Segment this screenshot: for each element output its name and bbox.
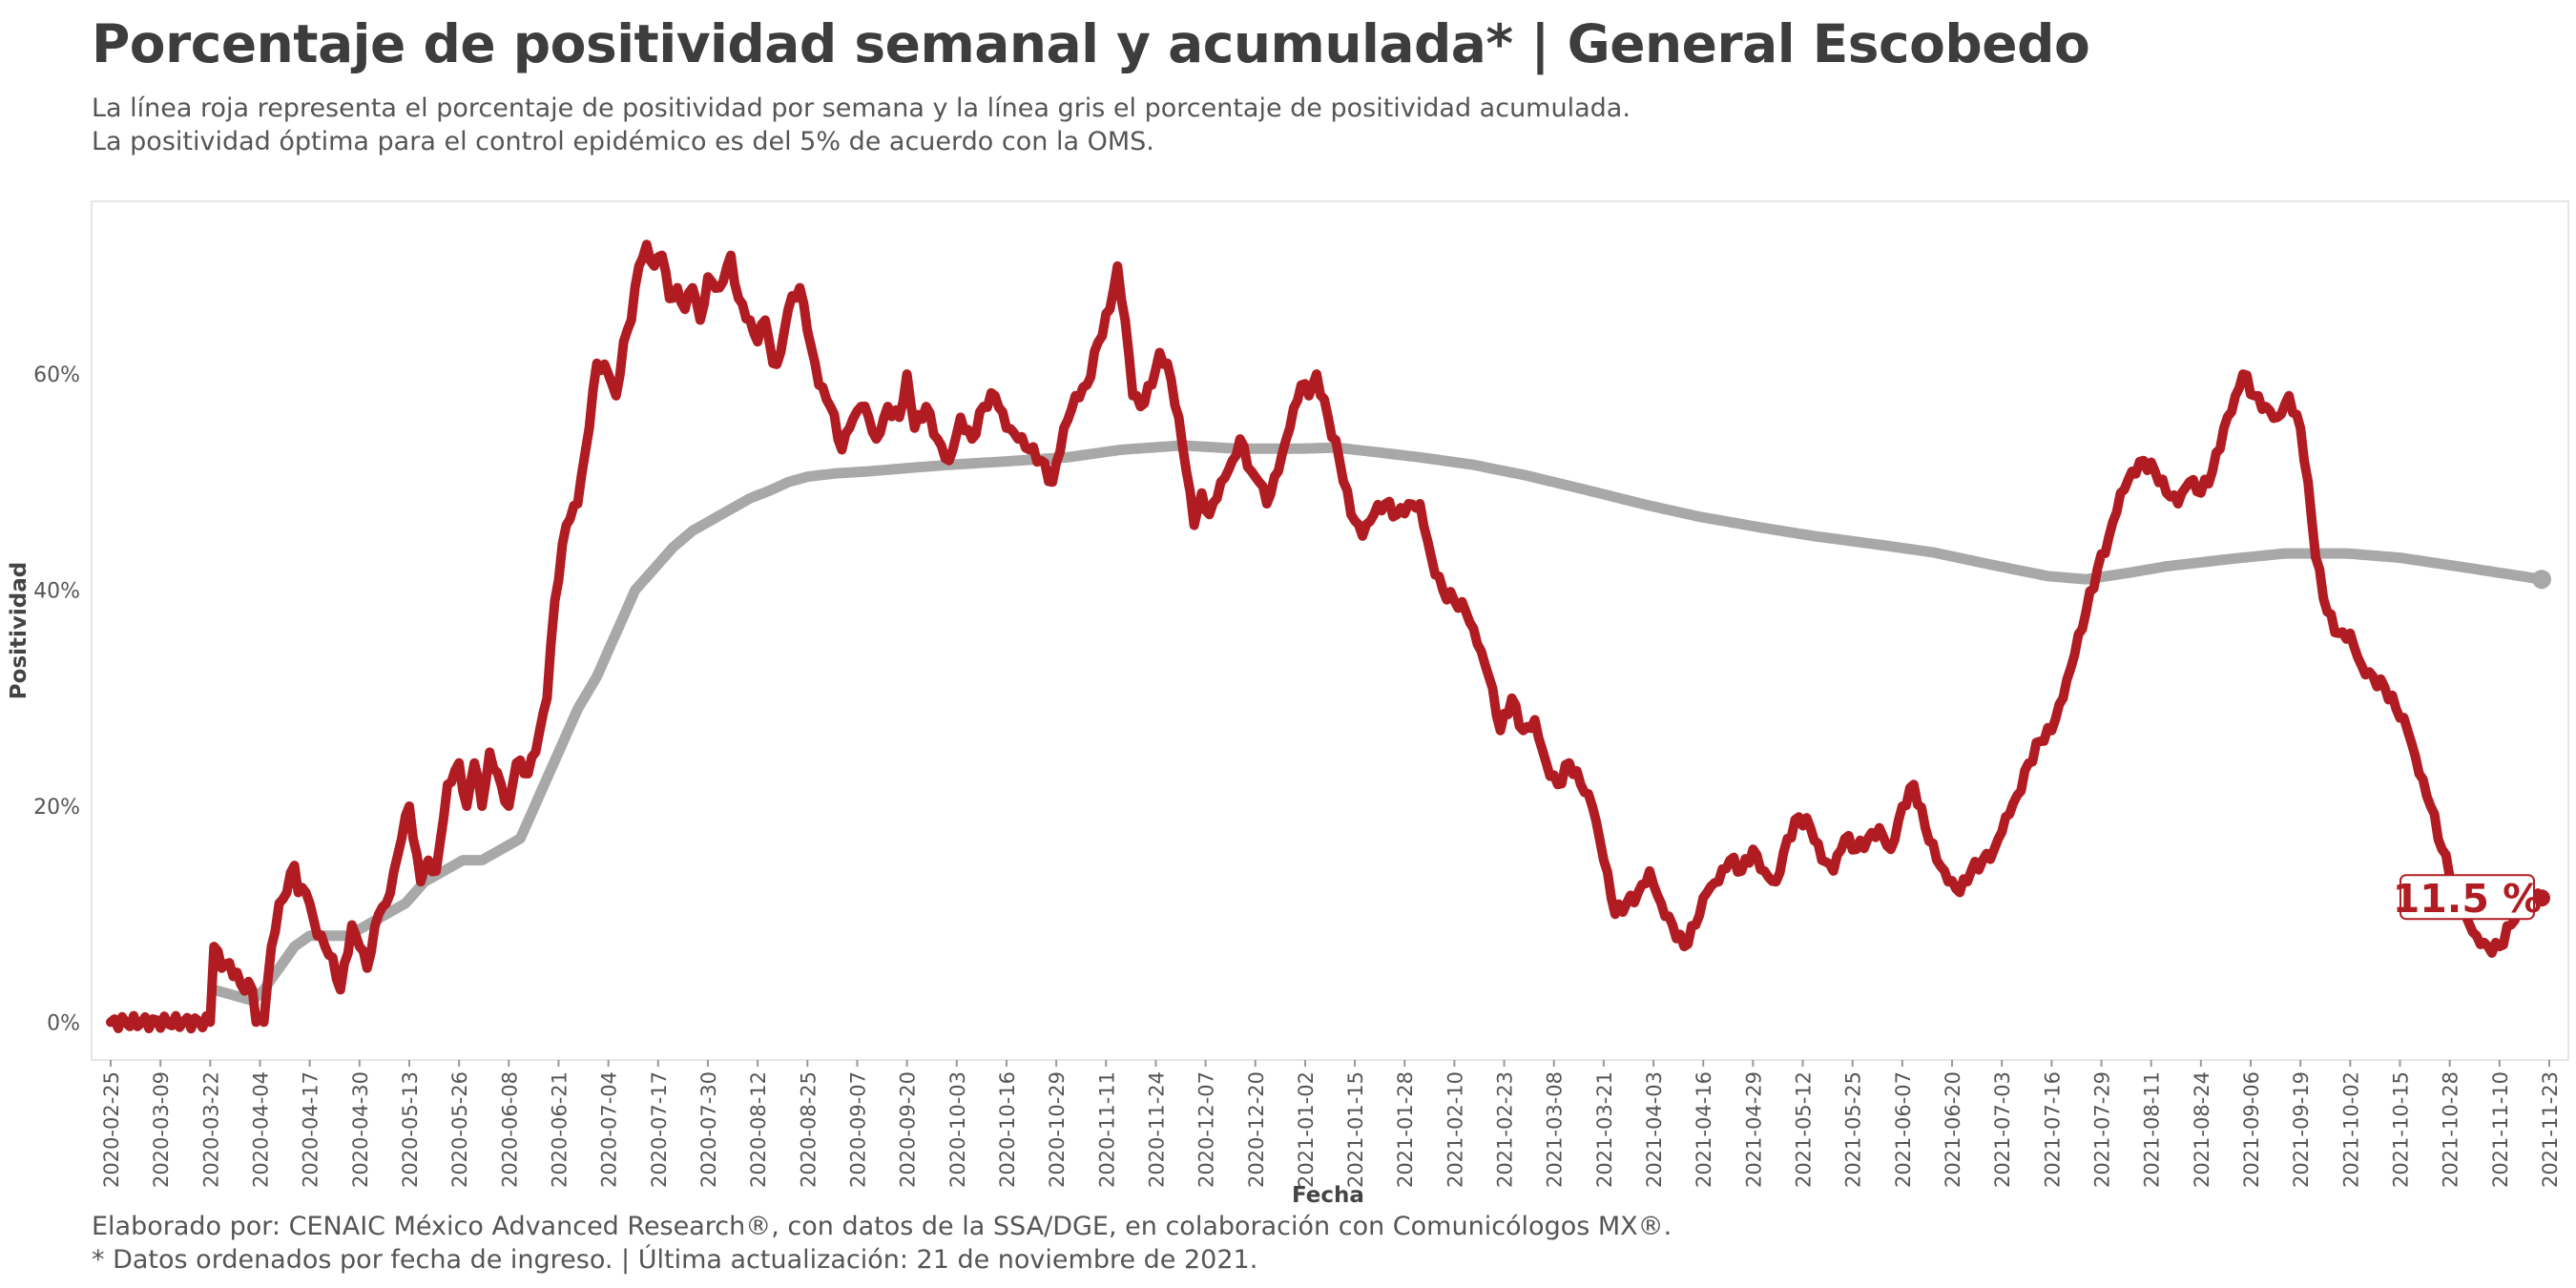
x-tick-label: 2021-04-16 bbox=[1693, 1071, 1715, 1188]
x-axis-title: Fecha bbox=[1292, 1183, 1364, 1208]
x-tick-label: 2020-11-24 bbox=[1145, 1071, 1168, 1188]
subtitle-line-2: La positividad óptima para el control ep… bbox=[92, 127, 1154, 156]
x-tick-label: 2021-08-11 bbox=[2141, 1071, 2164, 1188]
x-tick-label: 2020-10-16 bbox=[996, 1071, 1019, 1188]
x-tick-label: 2020-10-03 bbox=[946, 1071, 969, 1188]
x-tick-label: 2020-09-07 bbox=[846, 1071, 869, 1188]
footer-note: * Datos ordenados por fecha de ingreso. … bbox=[92, 1245, 1258, 1275]
x-tick-label: 2020-04-30 bbox=[349, 1071, 372, 1188]
x-tick-label: 2021-02-23 bbox=[1494, 1071, 1517, 1188]
y-tick-label: 60% bbox=[33, 364, 80, 387]
x-tick-label: 2021-11-10 bbox=[2489, 1071, 2512, 1188]
x-tick-label: 2021-07-03 bbox=[1991, 1071, 2014, 1188]
x-tick-label: 2021-05-25 bbox=[1842, 1071, 1865, 1188]
x-tick-label: 2020-08-12 bbox=[747, 1071, 770, 1188]
x-tick-label: 2020-07-04 bbox=[598, 1071, 621, 1188]
x-tick-label: 2021-04-29 bbox=[1742, 1071, 1765, 1188]
x-axis-ticks: 2020-02-25 2020-03-09 2020-03-22 2020-04-04… bbox=[100, 1060, 2562, 1188]
x-tick-label: 2021-10-28 bbox=[2440, 1071, 2462, 1188]
x-tick-label: 2020-08-25 bbox=[797, 1071, 820, 1188]
x-tick-label: 2021-08-24 bbox=[2191, 1071, 2213, 1188]
x-tick-label: 2021-06-07 bbox=[1892, 1071, 1915, 1188]
x-tick-label: 2021-11-23 bbox=[2539, 1071, 2562, 1188]
x-tick-label: 2020-12-07 bbox=[1195, 1071, 1218, 1188]
x-tick-label: 2020-12-20 bbox=[1245, 1071, 1268, 1188]
x-tick-label: 2021-04-03 bbox=[1643, 1071, 1666, 1188]
weekly-end-point bbox=[2532, 889, 2550, 907]
x-tick-label: 2021-09-06 bbox=[2240, 1071, 2263, 1188]
x-tick-label: 2020-10-29 bbox=[1046, 1071, 1069, 1188]
footer-credit: Elaborado por: CENAIC México Advanced Re… bbox=[92, 1212, 1672, 1241]
y-tick-label: 40% bbox=[33, 580, 80, 604]
x-tick-label: 2021-02-10 bbox=[1444, 1071, 1466, 1188]
x-tick-label: 2020-03-09 bbox=[150, 1071, 173, 1188]
x-tick-label: 2021-03-08 bbox=[1544, 1071, 1567, 1188]
y-tick-label: 0% bbox=[47, 1011, 80, 1035]
subtitle-line-1: La línea roja representa el porcentaje d… bbox=[92, 93, 1631, 123]
end-value-text: 11.5 % bbox=[2393, 876, 2543, 922]
end-value-label: 11.5 % bbox=[2393, 874, 2543, 922]
x-tick-label: 2020-07-17 bbox=[648, 1071, 671, 1188]
x-tick-label: 2020-09-20 bbox=[897, 1071, 920, 1188]
cumulative-end-point bbox=[2531, 570, 2551, 590]
x-tick-label: 2021-05-12 bbox=[1793, 1071, 1816, 1188]
x-tick-label: 2020-05-26 bbox=[448, 1071, 471, 1188]
x-tick-label: 2021-06-20 bbox=[1942, 1071, 1964, 1188]
x-tick-label: 2021-07-16 bbox=[2041, 1071, 2064, 1188]
plot-panel bbox=[91, 200, 2569, 1061]
weekly-positivity-line bbox=[106, 239, 2546, 1034]
x-tick-label: 2020-06-21 bbox=[548, 1071, 571, 1188]
x-tick-label: 2020-07-30 bbox=[697, 1071, 720, 1188]
x-tick-label: 2020-03-22 bbox=[199, 1071, 222, 1188]
x-tick-label: 2021-01-02 bbox=[1295, 1071, 1318, 1188]
x-tick-label: 2021-07-29 bbox=[2091, 1071, 2114, 1188]
x-tick-label: 2020-06-08 bbox=[498, 1071, 521, 1188]
x-tick-label: 2020-11-11 bbox=[1095, 1071, 1118, 1188]
x-tick-label: 2020-05-13 bbox=[399, 1071, 422, 1188]
y-tick-label: 20% bbox=[33, 796, 80, 820]
x-tick-label: 2020-04-04 bbox=[249, 1071, 272, 1188]
x-tick-label: 2021-03-21 bbox=[1593, 1071, 1616, 1188]
x-tick-label: 2021-09-19 bbox=[2290, 1071, 2313, 1188]
x-tick-label: 2020-02-25 bbox=[100, 1071, 123, 1188]
chart-subtitle: La línea roja representa el porcentaje d… bbox=[92, 92, 1631, 158]
y-axis-ticks: 0% 20% 40% 60% bbox=[33, 364, 80, 1035]
x-tick-label: 2020-04-17 bbox=[300, 1071, 322, 1188]
x-tick-label: 2021-01-28 bbox=[1394, 1071, 1417, 1188]
chart-title: Porcentaje de positividad semanal y acum… bbox=[92, 13, 2090, 74]
y-axis-title: Positividad bbox=[7, 562, 31, 699]
x-tick-label: 2021-01-15 bbox=[1344, 1071, 1367, 1188]
cumulative-positivity-line bbox=[208, 440, 2547, 1007]
x-tick-label: 2021-10-15 bbox=[2390, 1071, 2413, 1188]
x-tick-label: 2021-10-02 bbox=[2339, 1071, 2362, 1188]
chart-footer: Elaborado por: CENAIC México Advanced Re… bbox=[92, 1210, 1672, 1277]
